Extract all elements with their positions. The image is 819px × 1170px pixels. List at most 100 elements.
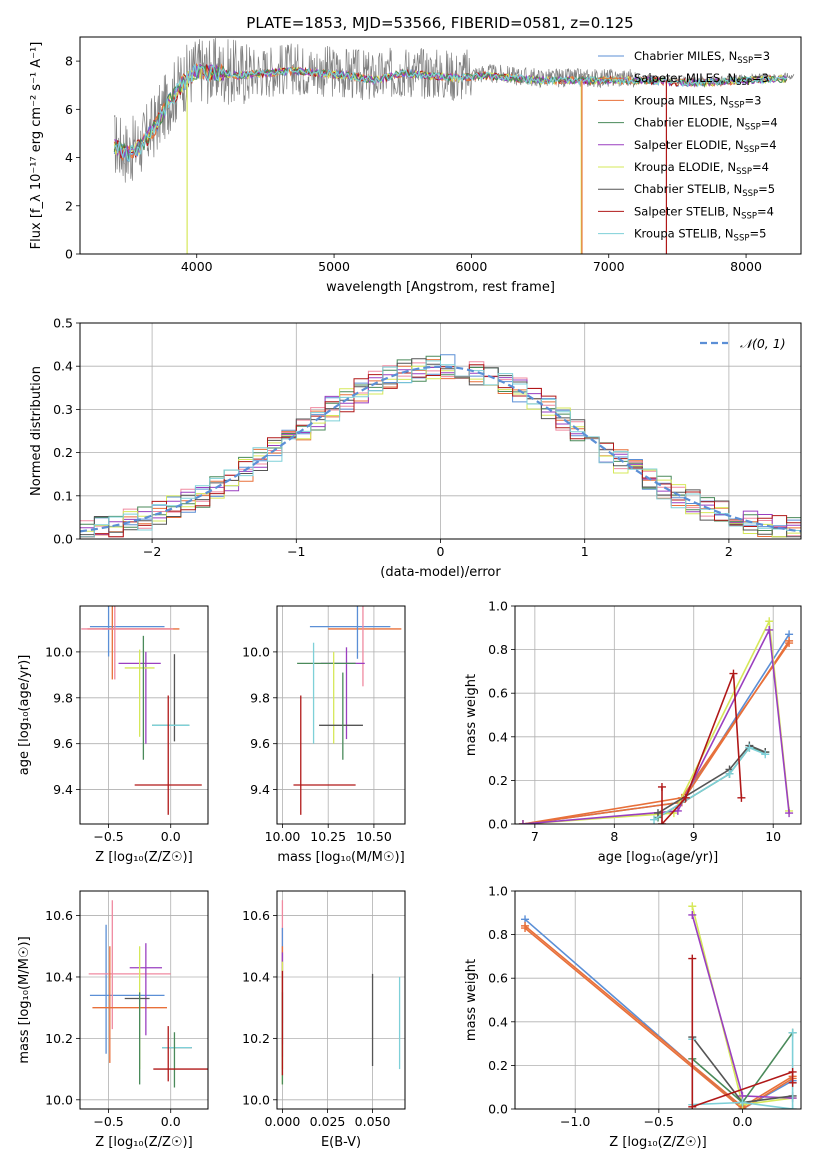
errorbar-plot-area — [81, 606, 202, 815]
x-tick-label: 6000 — [455, 259, 487, 274]
y-tick-label: 10.2 — [45, 1031, 73, 1046]
legend-label-sub: SSP — [742, 189, 758, 199]
weight-point-marker — [688, 1102, 697, 1109]
y-tick-label: 0.6 — [488, 686, 508, 701]
x-tick-label: 0.0 — [161, 829, 181, 844]
legend-label: Kroupa ELODIE, NSSP=4 — [634, 160, 769, 177]
y-tick-label: 0.4 — [53, 359, 73, 374]
weight-point-marker — [688, 902, 697, 911]
y-tick-label: 0.2 — [488, 1058, 508, 1073]
weight-series-line — [522, 618, 790, 824]
x-axis-label: age [log₁₀(age/yr)] — [598, 850, 719, 865]
weight-point-marker — [657, 820, 666, 824]
weight-point-marker — [688, 910, 697, 919]
x-tick-label: −2 — [143, 544, 161, 559]
y-tick-label: 0.5 — [53, 316, 73, 331]
weight-point-marker — [688, 954, 697, 963]
weight-plot-area — [521, 902, 797, 1109]
legend-label-main: Chabrier ELODIE, N — [634, 116, 745, 130]
weight-series-line — [524, 927, 794, 1109]
y-tick-label: 0.4 — [488, 729, 508, 744]
x-tick-label: 9 — [690, 829, 698, 844]
x-tick-label: −0.5 — [644, 1114, 674, 1129]
legend-label-sub: SSP — [745, 123, 761, 133]
axes-frame — [79, 36, 802, 255]
axes-residuals: −2 −1 0 1 2 0.0 0.1 0.2 0.3 0.4 0.5 (data-model)/er… — [29, 316, 802, 580]
weight-plot-area — [518, 617, 794, 824]
y-tick-label: 10.6 — [242, 908, 270, 923]
legend-label: Kroupa MILES, NSSP=3 — [634, 93, 761, 110]
weight-series-line — [661, 673, 743, 824]
y-axis-label: mass weight — [464, 674, 479, 756]
legend-label-main: Salpeter MILES, N — [634, 71, 736, 85]
axes-frame — [79, 605, 209, 825]
legend-label: Salpeter STELIB, NSSP=4 — [634, 204, 774, 221]
weight-point-marker — [788, 1028, 797, 1037]
legend-label: Chabrier MILES, NSSP=3 — [634, 49, 770, 66]
y-tick-label: 9.4 — [53, 782, 73, 797]
spectrum-plot-area — [113, 37, 795, 254]
y-tick-label: 0 — [65, 247, 73, 262]
x-tick-label: 1 — [581, 544, 589, 559]
x-tick-label: 7000 — [593, 259, 625, 274]
y-tick-label: 10.4 — [45, 969, 73, 984]
legend-label: Kroupa STELIB, NSSP=5 — [634, 227, 766, 244]
x-tick-label: 0.050 — [355, 1114, 391, 1129]
x-tick-label: 2 — [725, 544, 733, 559]
x-tick-label: −0.5 — [93, 829, 123, 844]
x-tick-label: 8000 — [730, 259, 762, 274]
weight-point-marker — [738, 1098, 747, 1107]
y-tick-label: 10.6 — [45, 908, 73, 923]
weight-point-marker — [788, 1067, 797, 1076]
y-tick-label: 9.8 — [250, 690, 270, 705]
x-tick-label: 4000 — [181, 259, 213, 274]
weight-point-marker — [654, 809, 662, 818]
y-tick-label: 10.0 — [242, 644, 270, 659]
y-tick-label: 0.0 — [488, 1102, 508, 1117]
legend-label-suffix: =5 — [749, 227, 766, 241]
errorbar-plot-area — [293, 606, 402, 815]
weight-point-marker — [765, 625, 774, 634]
y-tick-label: 9.4 — [250, 782, 270, 797]
weight-point-marker — [788, 1105, 797, 1109]
axes-weight_vs_Z: −1.0 −0.5 0.0 0.0 0.2 0.4 0.6 0.8 1.0 Z [log₁₀(Z/… — [464, 884, 802, 1150]
errorbar-plot-area — [88, 900, 208, 1088]
axes-frame — [276, 605, 406, 825]
y-tick-label: 0.3 — [53, 402, 73, 417]
legend-label-sub: SSP — [744, 145, 760, 155]
y-tick-label: 0.4 — [488, 1014, 508, 1029]
legend-label-sub: SSP — [736, 167, 752, 177]
y-axis-label: Normed distribution — [29, 366, 44, 496]
y-axis-label: mass weight — [464, 959, 479, 1041]
axes-age_vs_Z: −0.5 0.0 9.4 9.6 9.8 10.0 Z [log₁₀(Z/Z☉)] age [… — [17, 605, 209, 865]
axes-age_vs_mass: 10.00 10.25 10.50 9.4 9.6 9.8 10.0 mass [log₁₀(… — [242, 605, 406, 865]
model-spectrum — [113, 63, 788, 163]
x-axis-label: mass [log₁₀(M/M☉)] — [277, 850, 404, 865]
weight-series-line — [691, 958, 794, 1108]
x-axis-label: Z [log₁₀(Z/Z☉)] — [609, 1135, 706, 1150]
legend-label: Salpeter ELODIE, NSSP=4 — [634, 138, 777, 155]
weight-point-marker — [785, 639, 794, 648]
gaussian-curve — [80, 365, 801, 533]
axes-weight_vs_age: 7 8 9 10 0.0 0.2 0.4 0.6 0.8 1.0 age [log₁₀(age/yr… — [464, 599, 802, 865]
legend-label-main: Kroupa MILES, N — [634, 93, 729, 107]
y-tick-label: 10.4 — [242, 969, 270, 984]
y-tick-label: 0.2 — [488, 773, 508, 788]
weight-point-marker — [761, 750, 770, 759]
y-tick-label: 9.8 — [53, 690, 73, 705]
x-axis-label: E(B-V) — [321, 1135, 361, 1150]
x-tick-label: 0.000 — [265, 1114, 301, 1129]
y-tick-label: 0.0 — [53, 532, 73, 547]
x-tick-label: 10.50 — [356, 829, 392, 844]
x-tick-label: 10.25 — [310, 829, 346, 844]
y-tick-label: 8 — [65, 54, 73, 69]
weight-point-marker — [650, 815, 659, 824]
axes-frame — [514, 890, 802, 1110]
x-tick-label: 0.0 — [161, 1114, 181, 1129]
residual-histogram — [80, 360, 801, 538]
legend-label-suffix: =4 — [761, 116, 778, 130]
weight-point-marker — [765, 617, 774, 626]
axes-mass_vs_Z: −0.5 0.0 10.0 10.2 10.4 10.6 Z [log₁₀(Z/Z☉)] ma… — [17, 890, 209, 1150]
weight-point-marker — [673, 806, 682, 815]
